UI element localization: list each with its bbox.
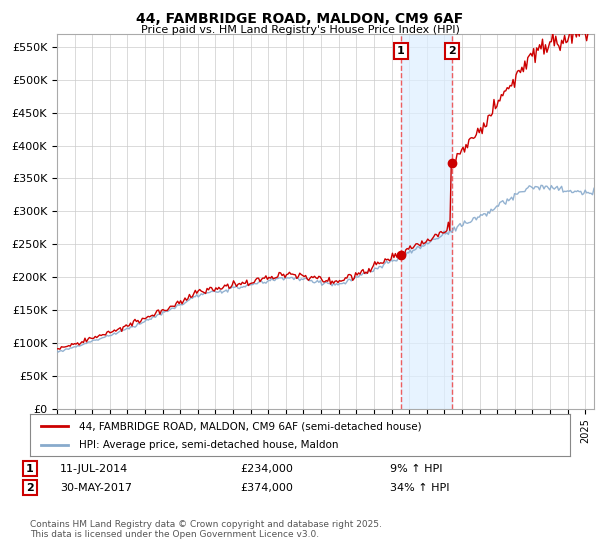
- Text: HPI: Average price, semi-detached house, Maldon: HPI: Average price, semi-detached house,…: [79, 440, 338, 450]
- Text: 9% ↑ HPI: 9% ↑ HPI: [390, 464, 443, 474]
- Text: £374,000: £374,000: [240, 483, 293, 493]
- Text: 1: 1: [397, 46, 405, 57]
- Text: 1: 1: [26, 464, 34, 474]
- Text: 2: 2: [26, 483, 34, 493]
- Text: 30-MAY-2017: 30-MAY-2017: [60, 483, 132, 493]
- Text: 34% ↑ HPI: 34% ↑ HPI: [390, 483, 449, 493]
- Text: 44, FAMBRIDGE ROAD, MALDON, CM9 6AF (semi-detached house): 44, FAMBRIDGE ROAD, MALDON, CM9 6AF (sem…: [79, 421, 421, 431]
- Text: 11-JUL-2014: 11-JUL-2014: [60, 464, 128, 474]
- Text: Price paid vs. HM Land Registry's House Price Index (HPI): Price paid vs. HM Land Registry's House …: [140, 25, 460, 35]
- Text: Contains HM Land Registry data © Crown copyright and database right 2025.
This d: Contains HM Land Registry data © Crown c…: [30, 520, 382, 539]
- Bar: [401, 34, 452, 409]
- Text: £234,000: £234,000: [240, 464, 293, 474]
- Text: 44, FAMBRIDGE ROAD, MALDON, CM9 6AF: 44, FAMBRIDGE ROAD, MALDON, CM9 6AF: [136, 12, 464, 26]
- Text: 2: 2: [448, 46, 455, 57]
